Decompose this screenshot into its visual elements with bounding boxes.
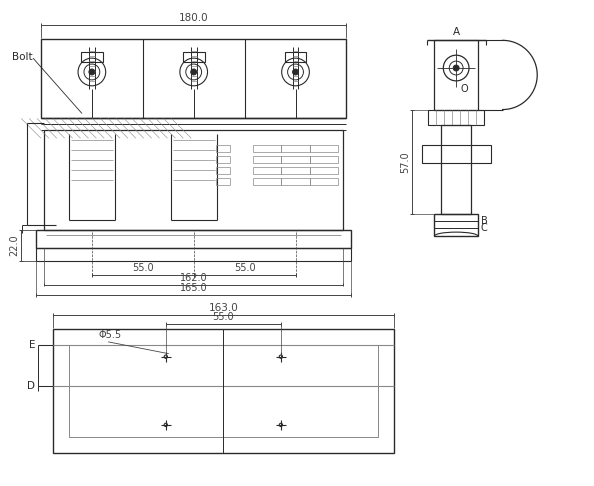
Bar xyxy=(253,156,282,163)
Text: A: A xyxy=(453,27,460,37)
Bar xyxy=(41,39,346,119)
Bar xyxy=(310,178,338,185)
Bar xyxy=(434,40,478,109)
Text: 55.0: 55.0 xyxy=(234,262,255,273)
Bar xyxy=(216,156,230,163)
Bar xyxy=(183,52,204,62)
Text: 163.0: 163.0 xyxy=(208,303,238,313)
Bar xyxy=(253,167,282,174)
Bar xyxy=(441,125,471,214)
Bar xyxy=(310,167,338,174)
Text: 162.0: 162.0 xyxy=(180,273,207,282)
Text: 55.0: 55.0 xyxy=(132,262,154,273)
Text: E: E xyxy=(29,340,35,350)
Circle shape xyxy=(453,65,459,71)
Text: B: B xyxy=(481,216,488,226)
Bar xyxy=(310,156,338,163)
Bar xyxy=(216,178,230,185)
Bar xyxy=(282,145,310,152)
Bar xyxy=(69,345,378,437)
Bar xyxy=(422,145,491,163)
Bar xyxy=(253,145,282,152)
Bar xyxy=(216,167,230,174)
Bar xyxy=(36,230,352,248)
Bar xyxy=(282,178,310,185)
Bar xyxy=(44,130,343,230)
Circle shape xyxy=(293,69,298,75)
Circle shape xyxy=(89,69,95,75)
Bar xyxy=(253,178,282,185)
Text: Bolt: Bolt xyxy=(12,52,33,62)
Circle shape xyxy=(191,69,197,75)
Text: 180.0: 180.0 xyxy=(179,13,208,22)
Bar xyxy=(310,145,338,152)
Text: O: O xyxy=(460,84,467,94)
Bar xyxy=(282,167,310,174)
Text: Φ5.5: Φ5.5 xyxy=(98,330,121,340)
Bar xyxy=(285,52,307,62)
Text: 55.0: 55.0 xyxy=(213,312,234,322)
Text: 57.0: 57.0 xyxy=(400,151,410,173)
Text: 22.0: 22.0 xyxy=(10,235,19,256)
Bar xyxy=(434,214,478,236)
Bar xyxy=(53,329,394,452)
Bar xyxy=(36,248,352,261)
Bar xyxy=(428,109,484,125)
Text: D: D xyxy=(27,381,35,391)
Bar xyxy=(216,145,230,152)
Bar xyxy=(282,156,310,163)
Text: 165.0: 165.0 xyxy=(180,283,207,294)
Bar xyxy=(81,52,103,62)
Text: C: C xyxy=(481,223,488,233)
